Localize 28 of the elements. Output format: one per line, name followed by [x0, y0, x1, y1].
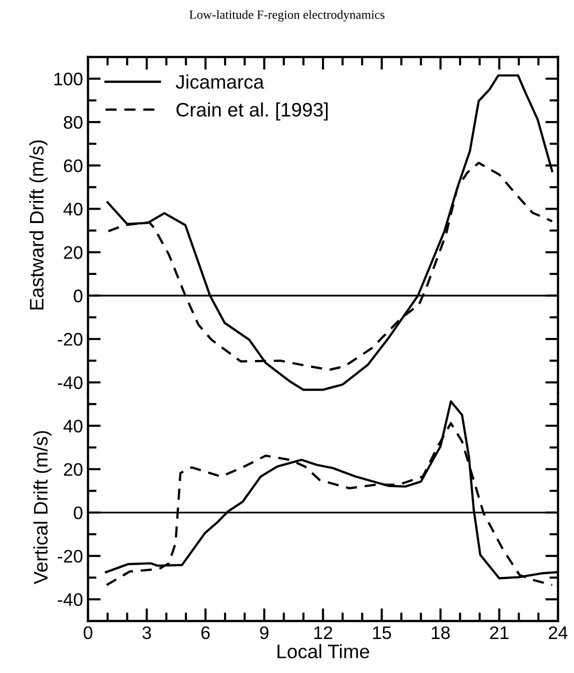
legend-label: Jicamarca [176, 74, 264, 89]
x-tick-label: 9 [260, 626, 268, 640]
x-tick-label: 21 [490, 626, 508, 639]
x-tick-label: 24 [548, 626, 568, 639]
x-tick-label: 0 [84, 626, 92, 640]
x-tick-label: 18 [432, 626, 450, 640]
x-tick-label: 3 [142, 626, 151, 640]
y-tick-label: 100 [54, 72, 82, 86]
y-tick-label: 0 [74, 506, 82, 520]
y-tick-label: 20 [64, 463, 82, 476]
y-tick-label: -20 [58, 550, 82, 563]
legend-label: Crain et al. [1993] [176, 102, 328, 120]
y-tick-label: -40 [58, 593, 82, 606]
y-tick-label: 40 [63, 202, 82, 216]
chart-title: Low-latitude F-region electrodynamics [189, 10, 384, 22]
y-axis-title: Vertical Drift (m/s) [33, 431, 52, 584]
y-tick-label: 80 [64, 116, 82, 129]
y-tick-label: 0 [74, 290, 82, 302]
x-axis-title: Local Time [278, 644, 370, 658]
y-axis-title: Eastward Drift (m/s) [29, 140, 48, 310]
y-tick-label: -40 [58, 376, 82, 390]
x-tick-label: 15 [373, 626, 392, 640]
y-tick-label: 40 [63, 420, 82, 432]
y-tick-label: 60 [64, 159, 82, 172]
x-tick-label: 6 [201, 626, 210, 640]
y-tick-label: -20 [58, 332, 82, 346]
x-tick-label: 12 [314, 626, 332, 639]
y-tick-label: 20 [64, 246, 82, 259]
